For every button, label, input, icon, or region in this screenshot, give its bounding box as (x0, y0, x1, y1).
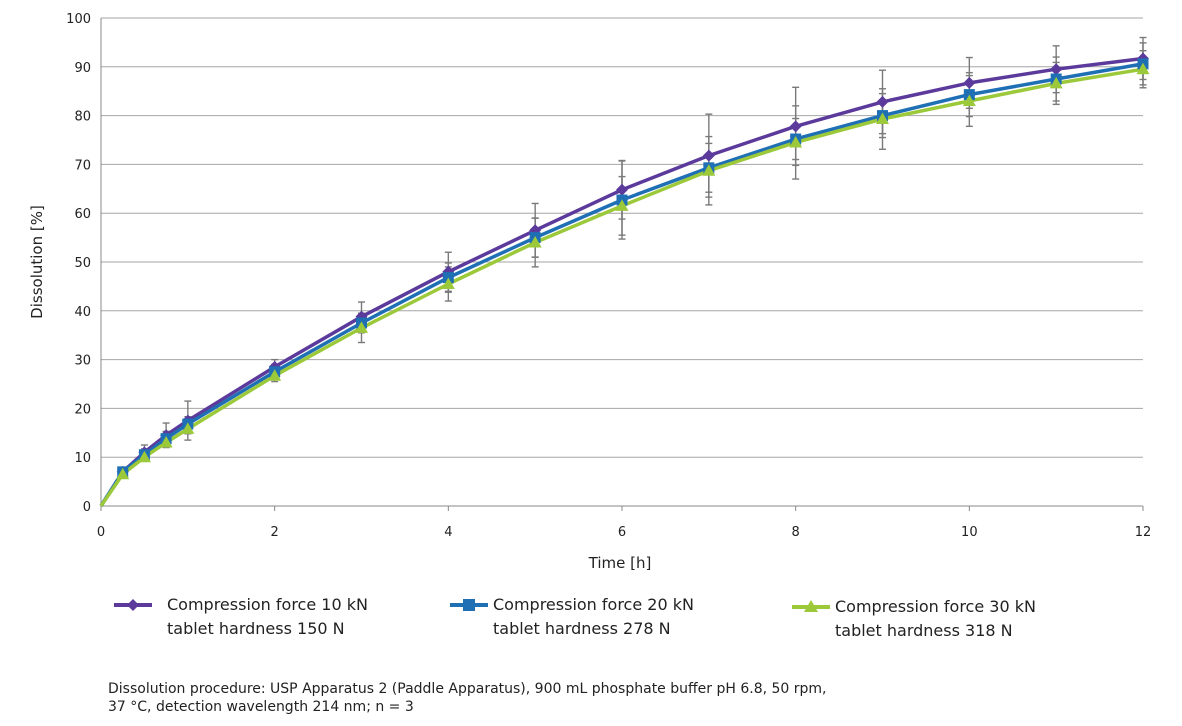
data-point-series-1 (702, 149, 715, 162)
y-tick-label: 0 (83, 500, 91, 515)
legend-item-20kn: Compression force 20 kN tablet hardness … (450, 595, 694, 638)
legend-label-20kn-line1: Compression force 20 kN (493, 595, 694, 614)
data-point-series-3 (1049, 76, 1063, 89)
y-tick-label: 70 (74, 158, 91, 173)
legend-label-30kn-line1: Compression force 30 kN (835, 597, 1036, 616)
y-tick-label: 50 (74, 256, 91, 271)
x-tick-labels: 0 2 4 6 8 10 12 (97, 525, 1151, 540)
data-point-series-3 (789, 135, 803, 148)
x-tick-label: 6 (618, 525, 626, 540)
data-point-series-3 (268, 369, 282, 381)
footnote-line-2: 37 °C, detection wavelength 214 nm; n = … (108, 699, 414, 715)
error-bars (119, 36, 1147, 478)
legend-item-10kn: Compression force 10 kN tablet hardness … (114, 595, 368, 638)
data-point-series-3 (159, 436, 173, 448)
series-line-1 (99, 56, 1144, 507)
data-point-series-3 (702, 164, 716, 176)
x-axis-label: Time [h] (588, 554, 652, 572)
x-tick-label: 10 (961, 525, 978, 540)
data-point-series-3 (876, 112, 889, 125)
data-point-series-3 (1136, 62, 1150, 75)
legend-label-10kn-line2: tablet hardness 150 N (167, 619, 345, 638)
y-tick-label: 20 (74, 402, 91, 417)
x-tick-label: 4 (444, 525, 452, 540)
legend-item-30kn: Compression force 30 kN tablet hardness … (792, 597, 1036, 640)
data-point-series-3 (355, 321, 368, 333)
x-tick-label: 12 (1135, 525, 1152, 540)
y-tick-label: 10 (74, 451, 91, 466)
series-layer (99, 52, 1150, 507)
y-tick-label: 100 (66, 12, 91, 27)
data-point-series-3 (441, 277, 455, 289)
x-tick-label: 0 (97, 525, 105, 540)
y-axis-label: Dissolution [%] (28, 205, 46, 319)
x-tick-label: 2 (271, 525, 279, 540)
dissolution-chart: 0 10 20 30 40 50 60 70 80 90 100 0 2 4 6 8 10 12 Dissolu… (28, 12, 1151, 640)
legend-marker-10kn (127, 599, 139, 611)
footnote: Dissolution procedure: USP Apparatus 2 (… (108, 680, 1108, 716)
y-tick-label: 60 (74, 207, 91, 222)
data-point-series-3 (528, 235, 542, 248)
data-point-series-1 (1050, 63, 1063, 76)
legend-label-20kn-line2: tablet hardness 278 N (493, 619, 671, 638)
data-point-series-1 (616, 183, 628, 196)
data-point-series-3 (137, 450, 151, 463)
x-tick-label: 8 (792, 525, 800, 540)
data-point-series-3 (962, 94, 976, 106)
y-tick-label: 40 (74, 305, 91, 320)
axes (100, 18, 1144, 511)
legend-label-30kn-line2: tablet hardness 318 N (835, 621, 1013, 640)
y-tick-label: 30 (74, 354, 91, 369)
legend-label-10kn-line1: Compression force 10 kN (167, 595, 368, 614)
legend: Compression force 10 kN tablet hardness … (114, 595, 1036, 640)
footnote-line-1: Dissolution procedure: USP Apparatus 2 (… (108, 681, 827, 697)
data-point-series-3 (615, 199, 629, 211)
data-point-series-3 (181, 422, 195, 434)
data-point-series-1 (876, 95, 889, 108)
y-tick-label: 90 (74, 61, 91, 76)
series-line-2 (99, 62, 1144, 507)
data-point-series-3 (116, 467, 130, 480)
data-point-series-1 (789, 120, 802, 133)
y-tick-label: 80 (74, 110, 91, 125)
legend-marker-20kn (463, 599, 475, 611)
y-tick-labels: 0 10 20 30 40 50 60 70 80 90 100 (66, 12, 91, 515)
legend-marker-30kn (804, 600, 818, 612)
series-line-3 (99, 67, 1144, 507)
data-point-series-1 (963, 76, 976, 89)
